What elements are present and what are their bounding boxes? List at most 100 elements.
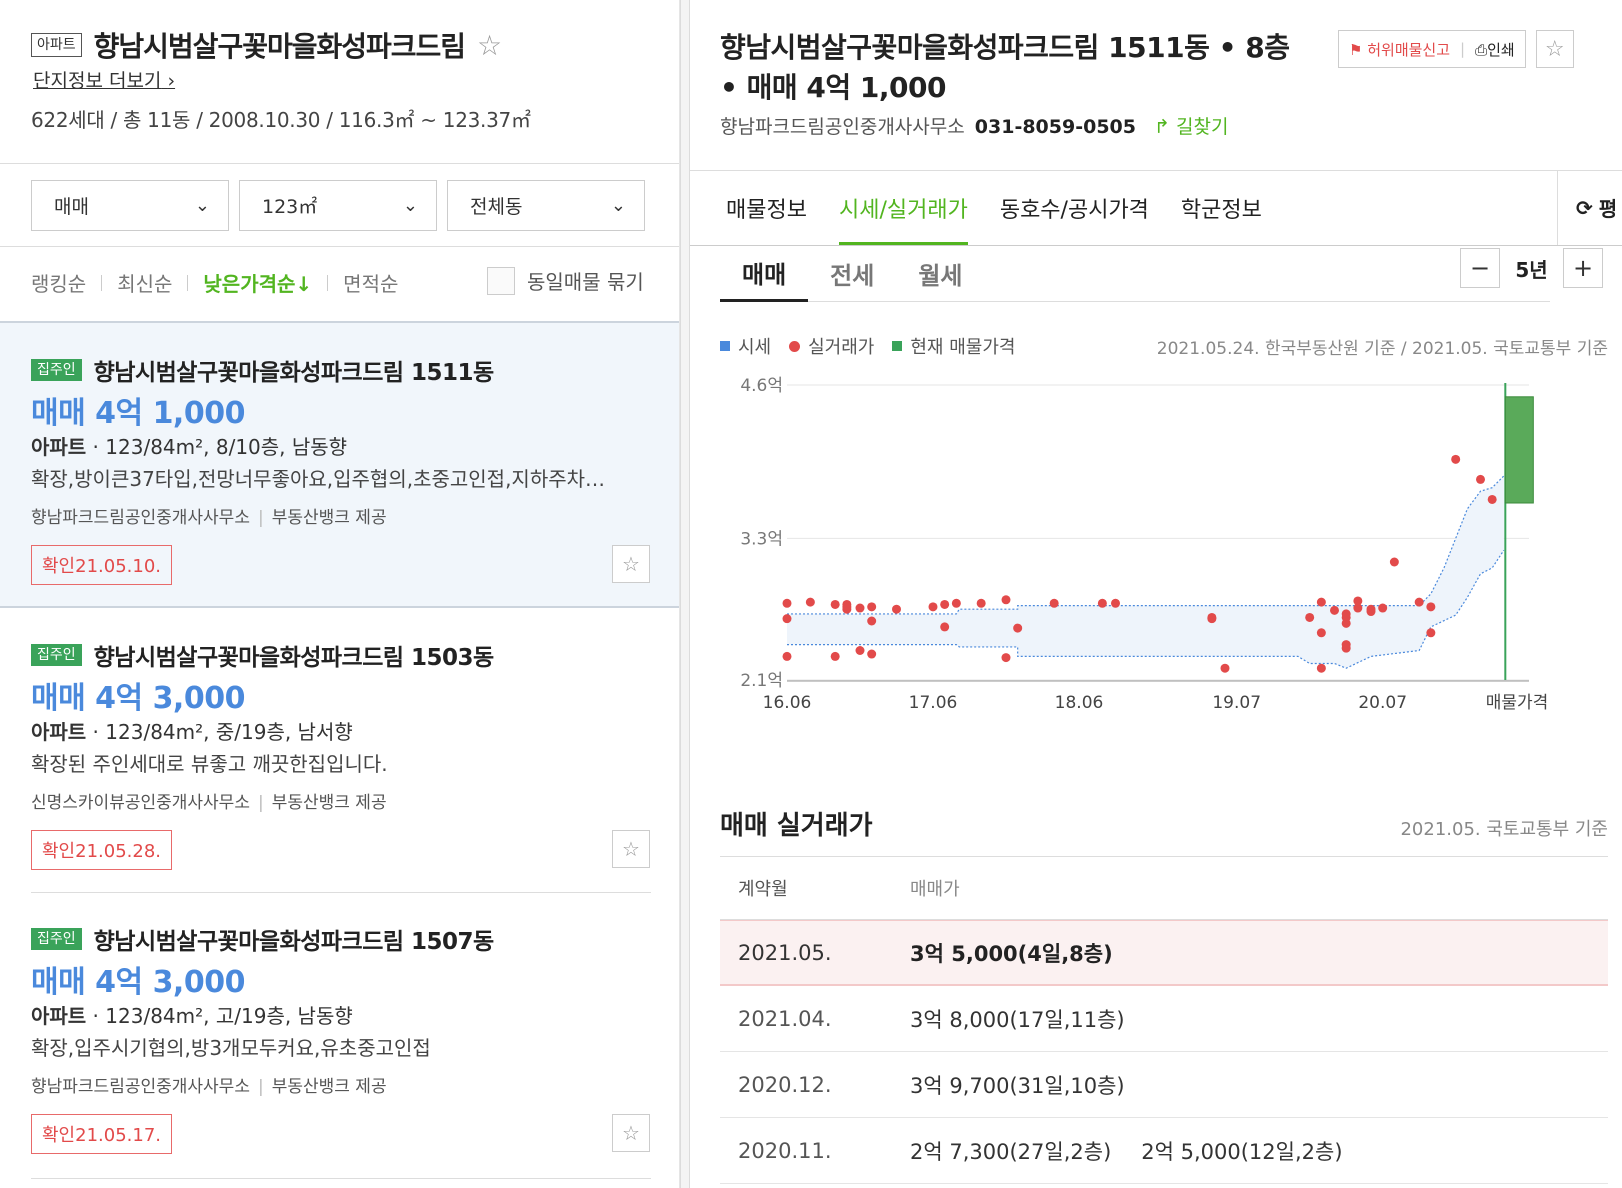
period-stepper: − 5년 +: [1460, 248, 1603, 288]
table-header: 계약월 매매가: [720, 856, 1608, 920]
subtab-jeonse[interactable]: 전세: [830, 262, 875, 290]
current-listing-range: [1504, 396, 1534, 504]
group-same-toggle[interactable]: 동일매물 묶기: [487, 266, 644, 295]
tab-unit-prices[interactable]: 동호수/공시가격: [999, 197, 1149, 223]
period-minus-button[interactable]: −: [1460, 248, 1500, 288]
divider: [0, 246, 679, 247]
transaction-point: [951, 598, 961, 608]
listing-agent: 신명스카이뷰공인중개사사무소 | 부동산뱅크 제공: [31, 793, 387, 813]
chevron-down-icon: ⌄: [194, 195, 210, 216]
divider: [31, 1178, 651, 1179]
filter-bar: 매매 ⌄ 123㎡ ⌄ 전체동 ⌄: [31, 180, 645, 231]
sort-latest[interactable]: 최신순: [117, 272, 173, 296]
listing-spec: 아파트 · 123/84m², 고/19층, 남동향: [31, 1004, 353, 1028]
listing-agent: 향남파크드림공인중개사사무소 | 부동산뱅크 제공: [31, 508, 387, 528]
sort-ranking[interactable]: 랭킹순: [31, 272, 87, 296]
transaction-point: [867, 602, 877, 612]
listing-item[interactable]: 집주인 향남시범살구꽃마을화성파크드림 1507동 매매 4억 3,000 아파트…: [0, 892, 679, 1177]
transaction-point: [830, 599, 840, 609]
action-group: ⚑ 허위매물신고 | ⎙인쇄: [1338, 30, 1526, 68]
transaction-point: [928, 602, 938, 612]
tab-listing-info[interactable]: 매물정보: [726, 197, 807, 223]
agent-phone[interactable]: 031-8059-0505: [974, 116, 1136, 138]
favorite-star-icon[interactable]: ☆: [612, 1114, 650, 1152]
detail-actions: ⚑ 허위매물신고 | ⎙인쇄 ☆: [1338, 30, 1574, 68]
area-unit-toggle[interactable]: ⟳ 평: [1557, 170, 1622, 245]
transaction-point: [805, 597, 815, 607]
subtab-sale[interactable]: 매매: [720, 245, 809, 302]
transaction-point: [976, 598, 986, 608]
sort-options: 랭킹순 최신순 낮은가격순↓ 면적순: [31, 268, 398, 297]
building-select[interactable]: 전체동 ⌄: [447, 180, 645, 231]
transaction-point: [1414, 597, 1424, 607]
legend-swatch: [720, 341, 730, 351]
favorite-star-icon[interactable]: ☆: [612, 830, 650, 868]
listing-item[interactable]: 집주인 향남시범살구꽃마을화성파크드림 1511동 매매 4억 1,000 아파트…: [0, 323, 679, 608]
chevron-right-icon: ›: [167, 70, 176, 92]
sort-area[interactable]: 면적순: [343, 272, 399, 296]
legend-item: 현재 매물가격: [892, 333, 1015, 359]
listing-panel: 아파트 향남시범살구꽃마을화성파크드림 ☆ 단지정보 더보기 › 622세대 /…: [0, 0, 680, 1188]
owner-badge: 집주인: [31, 359, 82, 381]
transaction-point: [1487, 494, 1497, 504]
panel-gutter: [680, 0, 690, 1188]
transaction-point: [1097, 598, 1107, 608]
transaction-point: [855, 603, 865, 613]
favorite-star-icon[interactable]: ☆: [477, 28, 503, 62]
detail-tabs: 매물정보 시세/실거래가 동호수/공시가격 학군정보: [726, 170, 1294, 245]
transaction-point: [1366, 607, 1376, 617]
area-select[interactable]: 123㎡ ⌄: [239, 180, 437, 231]
y-tick-label: 3.3억: [740, 529, 783, 549]
chevron-down-icon: ⌄: [610, 195, 626, 216]
detail-title: 향남시범살구꽃마을화성파크드림 1511동 • 8층 • 매매 4억 1,000: [720, 31, 1290, 104]
period-plus-button[interactable]: +: [1563, 248, 1603, 288]
table-row: 2020.11. 2억 7,300(27일,2층) 2억 5,000(12일,2층…: [720, 1118, 1608, 1184]
favorite-star-icon[interactable]: ☆: [612, 545, 650, 583]
transaction-point: [1330, 605, 1339, 615]
divider: [31, 892, 651, 893]
transaction-point: [782, 614, 792, 624]
subtab-monthly[interactable]: 월세: [918, 262, 963, 290]
transaction-point: [1049, 598, 1059, 608]
transaction-point: [1389, 557, 1399, 567]
legend-swatch: [789, 340, 801, 352]
trade-type-select[interactable]: 매매 ⌄: [31, 180, 229, 231]
listing-name: 향남시범살구꽃마을화성파크드림 1511동: [93, 360, 495, 386]
favorite-star-icon[interactable]: ☆: [1535, 30, 1574, 68]
transaction-point: [1001, 595, 1011, 605]
detail-agent: 향남파크드림공인중개사사무소 031-8059-0505 ↱ 길찾기: [720, 116, 1229, 138]
directions-link[interactable]: ↱ 길찾기: [1154, 116, 1229, 138]
period-value: 5년: [1515, 257, 1548, 282]
table-row: 2021.05. 3억 5,000(4일,8층): [720, 920, 1608, 986]
deals-title: 매매 실거래가: [720, 811, 873, 841]
transaction-point: [1426, 628, 1436, 638]
type-tag: 아파트: [31, 33, 82, 57]
tab-price-history[interactable]: 시세/실거래가: [838, 170, 968, 245]
transaction-point: [1220, 663, 1230, 673]
x-tick-label: 16.06: [763, 693, 812, 713]
listing-item[interactable]: 집주인 향남시범살구꽃마을화성파크드림 1503동 매매 4억 3,000 아파트…: [0, 608, 679, 893]
divider: [0, 163, 679, 164]
complex-header: 아파트 향남시범살구꽃마을화성파크드림 ☆: [31, 25, 502, 65]
complex-info-link[interactable]: 단지정보 더보기 ›: [33, 70, 176, 92]
listing-spec: 아파트 · 123/84m², 중/19층, 남서향: [31, 720, 353, 744]
tab-school[interactable]: 학군정보: [1180, 197, 1262, 223]
table-row: 2020.12. 3억 9,700(31일,10층): [720, 1052, 1608, 1118]
print-button[interactable]: ⎙인쇄: [1475, 40, 1515, 59]
listing-desc: 확장된 주인세대로 뷰좋고 깨끗한집입니다.: [31, 752, 388, 776]
directions-icon: ↱: [1154, 116, 1170, 138]
market-price-lower: [787, 549, 1505, 669]
divider: [690, 170, 1622, 171]
sort-low-price[interactable]: 낮은가격순↓: [203, 272, 313, 296]
transaction-point: [1353, 596, 1363, 606]
transaction-point: [1111, 598, 1120, 608]
transaction-point: [867, 649, 877, 659]
transaction-point: [1341, 618, 1351, 628]
transaction-point: [1305, 612, 1315, 622]
fake-report-button[interactable]: ⚑ 허위매물신고: [1349, 40, 1451, 59]
confirm-date: 확인21.05.10.: [31, 545, 172, 585]
transaction-point: [1341, 643, 1351, 653]
group-checkbox[interactable]: [487, 266, 515, 295]
transaction-point: [1207, 614, 1217, 624]
